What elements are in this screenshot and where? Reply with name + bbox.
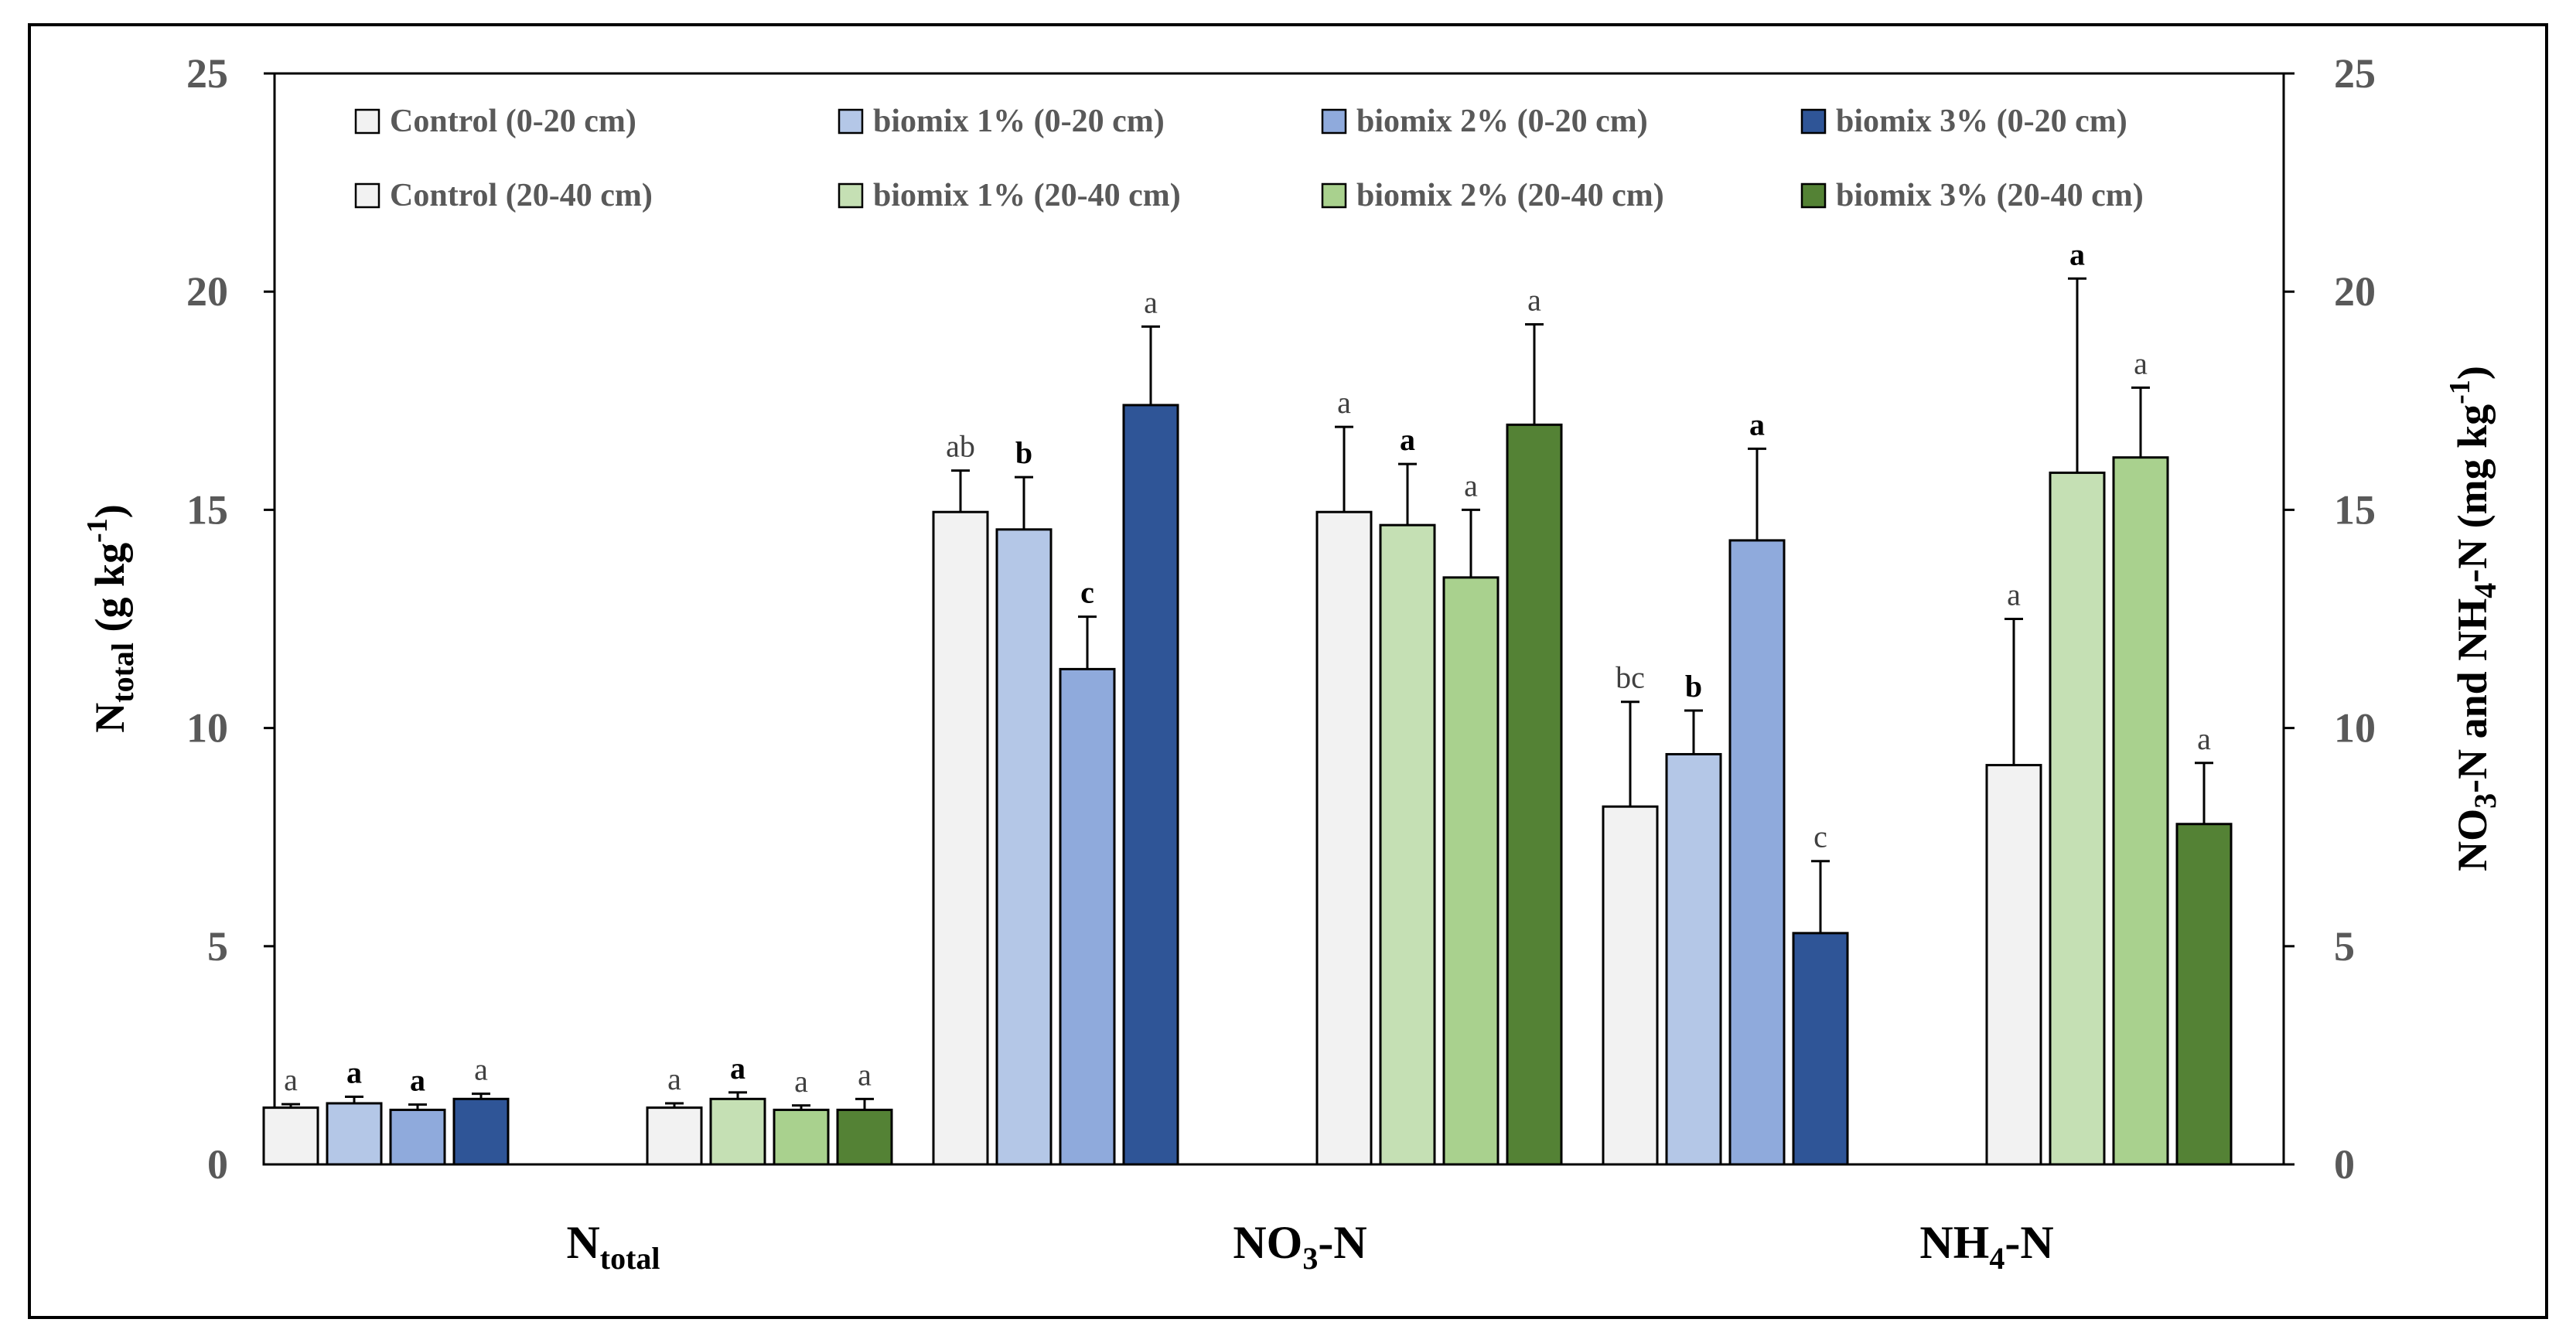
legend-swatch-5 xyxy=(354,182,380,209)
sig-letter-ntotal-3: a xyxy=(410,1063,425,1098)
legend-swatch-4 xyxy=(1800,108,1827,135)
legend-label-5: Control (20-40 cm) xyxy=(390,178,653,213)
y-right-tick-label: 15 xyxy=(2334,486,2376,533)
sig-letter-nh4-6: a xyxy=(2069,237,2085,271)
legend-label-4: biomix 3% (0-20 cm) xyxy=(1836,104,2127,139)
plot-area xyxy=(273,72,2285,1166)
bar-nh4-6 xyxy=(2049,471,2106,1166)
sig-letter-no3-8: a xyxy=(1527,283,1541,318)
legend-label-1: Control (0-20 cm) xyxy=(390,104,636,139)
bar-ntotal-1 xyxy=(262,1106,319,1166)
bar-nh4-8 xyxy=(2175,823,2233,1166)
sig-letter-ntotal-4: a xyxy=(474,1052,488,1087)
bar-ntotal-7 xyxy=(773,1108,830,1166)
sig-letter-no3-5: a xyxy=(1337,385,1351,420)
sig-letter-no3-4: a xyxy=(1144,285,1158,319)
y-left-tick-label: 10 xyxy=(186,705,228,752)
bar-no3-4 xyxy=(1122,404,1179,1166)
y-axis-left-title: Ntotal (g kg-1) xyxy=(81,504,140,732)
sig-letter-ntotal-2: a xyxy=(346,1055,362,1090)
legend-label-8: biomix 3% (20-40 cm) xyxy=(1836,178,2144,213)
bar-ntotal-6 xyxy=(709,1097,766,1166)
y-right-tick-label: 5 xyxy=(2334,923,2355,970)
sig-letter-nh4-8: a xyxy=(2197,721,2211,756)
y-axis-right-ticks: 0 5 10 15 20 25 xyxy=(2284,50,2376,1188)
group-label-nh4: NH4-N xyxy=(1919,1217,2053,1276)
bar-nh4-2 xyxy=(1665,752,1722,1166)
legend-swatch-2 xyxy=(838,108,864,135)
legend-swatch-7 xyxy=(1321,182,1347,209)
y-axis-right-title: NO3-N and NH4-N (mg kg-1) xyxy=(2444,366,2503,871)
legend-label-6: biomix 1% (20-40 cm) xyxy=(873,178,1181,213)
sig-letter-ntotal-5: a xyxy=(667,1062,681,1096)
sig-letter-no3-3: c xyxy=(1080,575,1094,610)
bar-no3-1 xyxy=(932,510,989,1166)
y-left-tick-label: 15 xyxy=(186,486,228,533)
sig-letter-no3-1: ab xyxy=(946,429,975,464)
legend-swatch-1 xyxy=(354,108,380,135)
bar-no3-2 xyxy=(995,528,1053,1166)
group-label-ntotal: Ntotal xyxy=(566,1217,660,1276)
y-axis-left-ticks: 0 5 10 15 20 25 xyxy=(186,50,275,1188)
sig-letter-no3-7: a xyxy=(1464,468,1478,503)
sig-letter-nh4-2: b xyxy=(1685,669,1702,704)
bar-no3-8 xyxy=(1506,423,1563,1166)
sig-letter-ntotal-7: a xyxy=(794,1064,808,1099)
legend-swatch-3 xyxy=(1321,108,1347,135)
bar-nh4-7 xyxy=(2112,456,2169,1166)
bar-nh4-5 xyxy=(1985,764,2042,1166)
bar-no3-6 xyxy=(1379,523,1436,1166)
sig-letter-nh4-4: c xyxy=(1813,820,1827,854)
y-left-tick-label: 25 xyxy=(186,50,228,97)
bar-ntotal-2 xyxy=(326,1102,383,1166)
bar-no3-5 xyxy=(1315,510,1373,1166)
error-bars xyxy=(281,277,2213,1110)
y-right-tick-label: 20 xyxy=(2334,268,2376,315)
legend-swatch-6 xyxy=(838,182,864,209)
sig-letter-ntotal-8: a xyxy=(858,1057,872,1092)
legend-label-7: biomix 2% (20-40 cm) xyxy=(1356,178,1664,213)
y-left-tick-label: 0 xyxy=(207,1141,228,1188)
bar-nh4-1 xyxy=(1602,805,1659,1166)
bar-ntotal-8 xyxy=(836,1108,893,1166)
bar-no3-3 xyxy=(1059,667,1116,1166)
sig-letter-ntotal-6: a xyxy=(730,1051,746,1086)
y-left-tick-label: 5 xyxy=(207,923,228,970)
legend: Control (0-20 cm) biomix 1% (0-20 cm) biom… xyxy=(354,104,2144,213)
legend-label-3: biomix 2% (0-20 cm) xyxy=(1356,104,1648,139)
bar-ntotal-3 xyxy=(389,1108,446,1166)
bar-no3-7 xyxy=(1442,576,1500,1166)
sig-letter-nh4-3: a xyxy=(1749,407,1765,441)
bar-ntotal-4 xyxy=(452,1097,510,1166)
legend-label-2: biomix 1% (0-20 cm) xyxy=(873,104,1165,139)
bar-ntotal-5 xyxy=(646,1106,703,1166)
group-label-no3: NO3-N xyxy=(1233,1217,1366,1276)
sig-letter-no3-6: a xyxy=(1400,422,1415,457)
bar-nh4-3 xyxy=(1728,539,1786,1166)
y-left-tick-label: 20 xyxy=(186,268,228,315)
sig-letter-nh4-7: a xyxy=(2134,346,2148,380)
bar-nh4-4 xyxy=(1792,932,1849,1166)
bars xyxy=(262,404,2233,1166)
y-right-tick-label: 25 xyxy=(2334,50,2376,97)
y-right-tick-label: 0 xyxy=(2334,1141,2355,1188)
legend-swatch-8 xyxy=(1800,182,1827,209)
sig-letter-no3-2: b xyxy=(1015,435,1032,470)
sig-letter-nh4-1: bc xyxy=(1616,660,1645,695)
y-right-tick-label: 10 xyxy=(2334,705,2376,752)
sig-letter-ntotal-1: a xyxy=(284,1062,298,1097)
sig-letter-nh4-5: a xyxy=(2007,578,2021,612)
